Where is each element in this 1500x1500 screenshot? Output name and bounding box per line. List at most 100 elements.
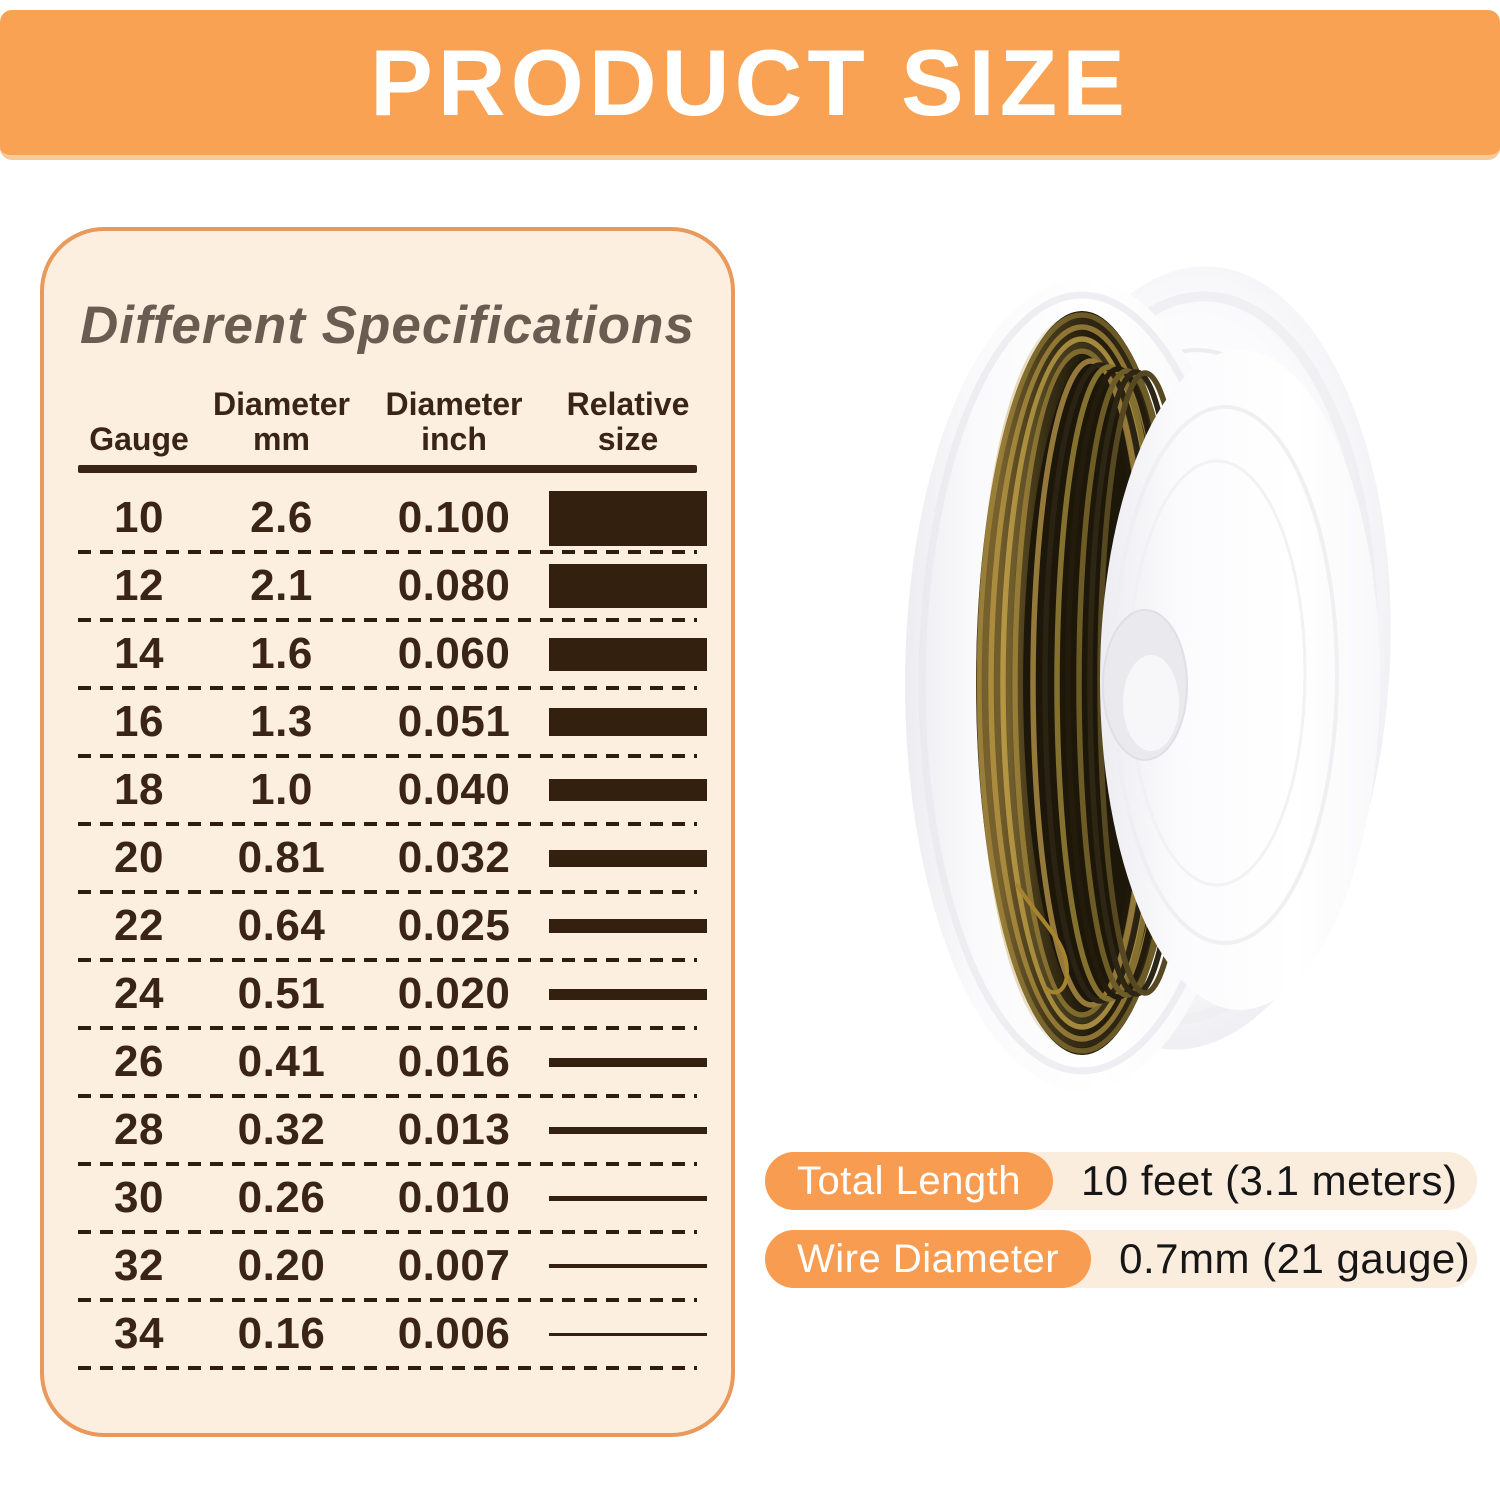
- diameter-inch-cell: 0.100: [397, 493, 511, 543]
- table-row: 28 0.32 0.013: [44, 1098, 731, 1162]
- relative-size-cell: [549, 962, 707, 1026]
- table-row: 10 2.6 0.100: [44, 486, 731, 550]
- banner-title: PRODUCT SIZE: [370, 29, 1130, 135]
- row-divider: [78, 1162, 697, 1167]
- relative-size-cell: [549, 690, 707, 754]
- diameter-inch-cell: 0.010: [397, 1173, 511, 1223]
- row-divider: [78, 958, 697, 963]
- relative-size-bar: [549, 708, 707, 737]
- diameter-mm-cell: 0.20: [237, 1241, 326, 1291]
- table-row: 18 1.0 0.040: [44, 758, 731, 822]
- header-line2: mm: [253, 420, 310, 457]
- diameter-mm-cell: 1.6: [250, 629, 313, 679]
- relative-size-cell: [549, 1098, 707, 1162]
- wire-spool-photo: [905, 266, 1391, 1091]
- row-divider: [78, 686, 697, 691]
- row-divider: [78, 754, 697, 759]
- gauge-cell: 28: [114, 1105, 164, 1155]
- table-row: 30 0.26 0.010: [44, 1166, 731, 1230]
- relative-size-bar: [549, 988, 707, 1000]
- header-line1: Relative: [566, 386, 690, 423]
- product-size-banner: PRODUCT SIZE: [0, 10, 1500, 160]
- relative-size-bar: [549, 849, 707, 867]
- relative-size-cell: [549, 554, 707, 618]
- diameter-mm-cell: 0.32: [237, 1105, 326, 1155]
- specifications-panel: Different Specifications Gauge Diameter mm…: [40, 227, 735, 1437]
- table-row: 22 0.64 0.025: [44, 894, 731, 958]
- spec-callouts: Total Length 10 feet (3.1 meters) Wire Dia…: [765, 1152, 1477, 1308]
- panel-title: Different Specifications: [80, 296, 695, 355]
- table-row: 26 0.41 0.016: [44, 1030, 731, 1094]
- relative-size-bar: [549, 1126, 707, 1134]
- relative-size-cell: [549, 758, 707, 822]
- table-header-relative: Relative size: [549, 387, 707, 456]
- relative-size-bar: [549, 490, 707, 546]
- spec-table-rows: 10 2.6 0.100 12 2.1 0.080 14 1.6 0.060 16 1.3 0.051…: [44, 486, 731, 1371]
- spool-hub-hole: [1102, 609, 1188, 761]
- diameter-mm-cell: 0.26: [237, 1173, 326, 1223]
- header-line1: Gauge: [89, 420, 189, 457]
- relative-size-cell: [549, 1234, 707, 1298]
- diameter-inch-cell: 0.006: [397, 1309, 511, 1359]
- header-line1: Diameter: [213, 386, 350, 423]
- diameter-inch-cell: 0.040: [397, 765, 511, 815]
- diameter-mm-cell: 0.16: [237, 1309, 326, 1359]
- relative-size-cell: [549, 1302, 707, 1366]
- spec-row: Total Length 10 feet (3.1 meters): [765, 1152, 1477, 1210]
- spec-label-pill: Wire Diameter: [765, 1230, 1092, 1288]
- diameter-inch-cell: 0.013: [397, 1105, 511, 1155]
- diameter-inch-cell: 0.020: [397, 969, 511, 1019]
- spec-row: Wire Diameter 0.7mm (21 gauge): [765, 1230, 1477, 1288]
- row-divider: [78, 822, 697, 827]
- table-header-gauge: Gauge: [74, 387, 204, 456]
- diameter-inch-cell: 0.007: [397, 1241, 511, 1291]
- gauge-cell: 32: [114, 1241, 164, 1291]
- diameter-inch-cell: 0.025: [397, 901, 511, 951]
- row-divider: [78, 1026, 697, 1031]
- diameter-mm-cell: 0.51: [237, 969, 326, 1019]
- relative-size-cell: [549, 826, 707, 890]
- header-line1: Diameter: [385, 386, 523, 423]
- relative-size-bar: [549, 1057, 707, 1067]
- spec-table-header: Gauge Diameter mm Diameter inch Relative size: [44, 387, 731, 456]
- header-line2: inch: [421, 420, 487, 457]
- table-row: 24 0.51 0.020: [44, 962, 731, 1026]
- relative-size-bar: [549, 564, 707, 609]
- diameter-mm-cell: 2.1: [250, 561, 313, 611]
- diameter-mm-cell: 2.6: [250, 493, 313, 543]
- gauge-cell: 12: [114, 561, 164, 611]
- row-divider: [78, 1366, 697, 1371]
- table-row: 32 0.20 0.007: [44, 1234, 731, 1298]
- table-row: 20 0.81 0.032: [44, 826, 731, 890]
- relative-size-cell: [549, 894, 707, 958]
- relative-size-bar: [549, 1195, 707, 1202]
- row-divider: [78, 550, 697, 555]
- diameter-inch-cell: 0.032: [397, 833, 511, 883]
- gauge-cell: 16: [114, 697, 164, 747]
- gauge-cell: 22: [114, 901, 164, 951]
- relative-size-bar: [549, 1264, 707, 1269]
- relative-size-bar: [549, 919, 707, 934]
- spec-value: 0.7mm (21 gauge): [1119, 1235, 1471, 1282]
- diameter-mm-cell: 0.64: [237, 901, 326, 951]
- spec-label-pill: Total Length: [765, 1152, 1053, 1210]
- table-row: 14 1.6 0.060: [44, 622, 731, 686]
- diameter-mm-cell: 1.3: [250, 697, 313, 747]
- relative-size-bar: [549, 779, 707, 802]
- diameter-inch-cell: 0.060: [397, 629, 511, 679]
- table-row: 12 2.1 0.080: [44, 554, 731, 618]
- relative-size-bar: [549, 1332, 707, 1336]
- gauge-cell: 18: [114, 765, 164, 815]
- relative-size-cell: [549, 1030, 707, 1094]
- gauge-cell: 26: [114, 1037, 164, 1087]
- gauge-cell: 34: [114, 1309, 164, 1359]
- diameter-inch-cell: 0.080: [397, 561, 511, 611]
- diameter-mm-cell: 0.81: [237, 833, 326, 883]
- gauge-cell: 30: [114, 1173, 164, 1223]
- row-divider: [78, 1094, 697, 1099]
- relative-size-cell: [549, 622, 707, 686]
- gauge-cell: 10: [114, 493, 164, 543]
- gauge-cell: 14: [114, 629, 164, 679]
- relative-size-cell: [549, 486, 707, 550]
- gauge-cell: 20: [114, 833, 164, 883]
